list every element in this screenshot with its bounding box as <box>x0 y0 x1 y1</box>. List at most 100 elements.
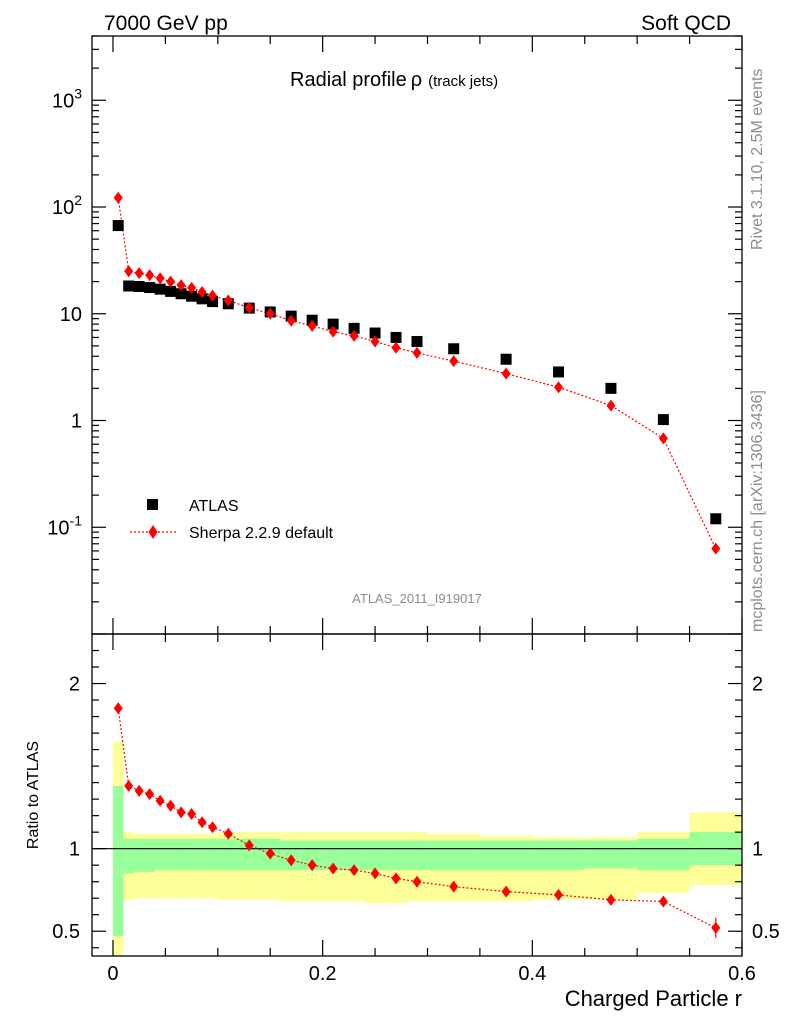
ratio-point <box>449 880 459 893</box>
uncertainty-band-inner <box>238 838 260 871</box>
chart-watermark: ATLAS_2011_I919017 <box>352 591 482 606</box>
ratio-point <box>412 875 422 888</box>
sherpa-point <box>606 399 616 412</box>
uncertainty-band-inner <box>385 840 407 871</box>
ratio-point <box>166 799 176 812</box>
atlas-point <box>369 327 381 339</box>
ratio-point <box>391 872 401 885</box>
uncertainty-band-inner <box>154 838 166 871</box>
ratio-panel: 0.5 0.5 1 1 2 2 0 0.2 0.4 0.6 Ratio to ATLAS <box>25 633 780 985</box>
atlas-point <box>207 296 219 308</box>
side-label-mcplots: mcplots.cern.ch [arXiv:1306.3436] <box>749 390 766 632</box>
uncertainty-band-inner <box>427 840 480 871</box>
atlas-point <box>500 353 512 365</box>
sherpa-point <box>208 289 218 302</box>
y-tick-label: 102 <box>52 192 82 219</box>
ratio-point <box>187 807 197 820</box>
x-tick-label: 0 <box>107 963 118 985</box>
atlas-point <box>390 331 402 343</box>
uncertainty-band-inner <box>532 840 585 871</box>
uncertainty-band-inner <box>165 838 176 871</box>
ratio-y-tick-label: 2 <box>69 674 80 696</box>
uncertainty-band-inner <box>479 840 533 871</box>
atlas-point <box>112 220 124 232</box>
sherpa-point <box>349 329 359 342</box>
ratio-point <box>328 862 338 875</box>
uncertainty-band-inner <box>144 838 155 872</box>
atlas-point <box>123 280 135 292</box>
ratio-point <box>113 702 123 715</box>
atlas-point <box>196 293 208 305</box>
y-tick-label: 103 <box>52 85 82 112</box>
y-tick-label: 10 <box>60 304 82 326</box>
sherpa-point <box>113 191 123 204</box>
atlas-point <box>327 318 339 330</box>
ratio-point <box>370 867 380 880</box>
ratio-y-tick-label: 1 <box>69 839 80 861</box>
uncertainty-band-inner <box>343 840 365 871</box>
uncertainty-band-inner <box>406 840 428 871</box>
x-tick-label: 0.6 <box>728 963 756 985</box>
ratio-y-tick-label-right: 1 <box>752 839 763 861</box>
ratio-point <box>711 921 721 934</box>
ratio-point <box>606 893 616 906</box>
ratio-point <box>124 779 134 792</box>
ratio-point <box>501 885 511 898</box>
uncertainty-band-inner <box>584 840 638 869</box>
atlas-point <box>605 382 617 394</box>
sherpa-point <box>176 279 186 292</box>
sherpa-point <box>370 335 380 348</box>
ratio-point <box>265 847 275 860</box>
uncertainty-band-inner <box>123 838 134 874</box>
uncertainty-band-inner <box>364 840 386 871</box>
ratio-y-tick-label-right: 2 <box>752 674 763 696</box>
legend-sherpa-label: Sherpa 2.2.9 default <box>189 525 334 542</box>
ratio-point <box>176 806 186 819</box>
sherpa-point <box>412 346 422 359</box>
atlas-point <box>448 343 460 355</box>
ratio-point <box>223 827 233 840</box>
atlas-point <box>154 283 166 295</box>
atlas-point <box>133 281 145 293</box>
ratio-point <box>307 859 317 872</box>
atlas-point <box>411 335 423 347</box>
ratio-point <box>244 839 254 852</box>
uncertainty-band-inner <box>301 840 323 871</box>
sherpa-point <box>244 301 254 314</box>
ratio-point <box>554 888 564 901</box>
uncertainty-band-inner <box>322 840 344 871</box>
sherpa-point <box>307 319 317 332</box>
atlas-point <box>657 414 669 426</box>
uncertainty-band-inner <box>186 838 197 871</box>
sherpa-point <box>223 294 233 307</box>
sherpa-point <box>166 275 176 288</box>
sherpa-point <box>187 281 197 294</box>
sherpa-point <box>391 341 401 354</box>
ratio-point <box>208 821 218 834</box>
x-tick-label: 0.2 <box>309 963 337 985</box>
legend: ATLAS Sherpa 2.2.9 default <box>130 498 334 542</box>
ratio-point <box>349 864 359 877</box>
ratio-point <box>658 895 668 908</box>
atlas-point <box>348 322 360 334</box>
uncertainty-band-inner <box>196 838 208 871</box>
header-left: 7000 GeV pp <box>104 12 228 35</box>
ratio-y-axis-label: Ratio to ATLAS <box>25 741 42 849</box>
sherpa-point <box>449 355 459 368</box>
sherpa-point <box>711 542 721 555</box>
header-right: Soft QCD <box>641 12 731 35</box>
atlas-point <box>710 513 722 525</box>
sherpa-point <box>554 381 564 394</box>
chart-title: Radial profile ρ (track jets) <box>290 69 498 91</box>
sherpa-point <box>197 285 207 298</box>
legend-atlas-label: ATLAS <box>189 498 239 515</box>
atlas-point <box>144 282 156 294</box>
sherpa-point <box>134 267 144 280</box>
atlas-point <box>165 285 177 297</box>
sherpa-point <box>286 314 296 327</box>
sherpa-point <box>501 367 511 380</box>
ratio-panel-frame <box>91 633 743 957</box>
uncertainty-band-inner <box>207 838 218 871</box>
sherpa-point <box>328 325 338 338</box>
sherpa-point <box>145 269 155 282</box>
